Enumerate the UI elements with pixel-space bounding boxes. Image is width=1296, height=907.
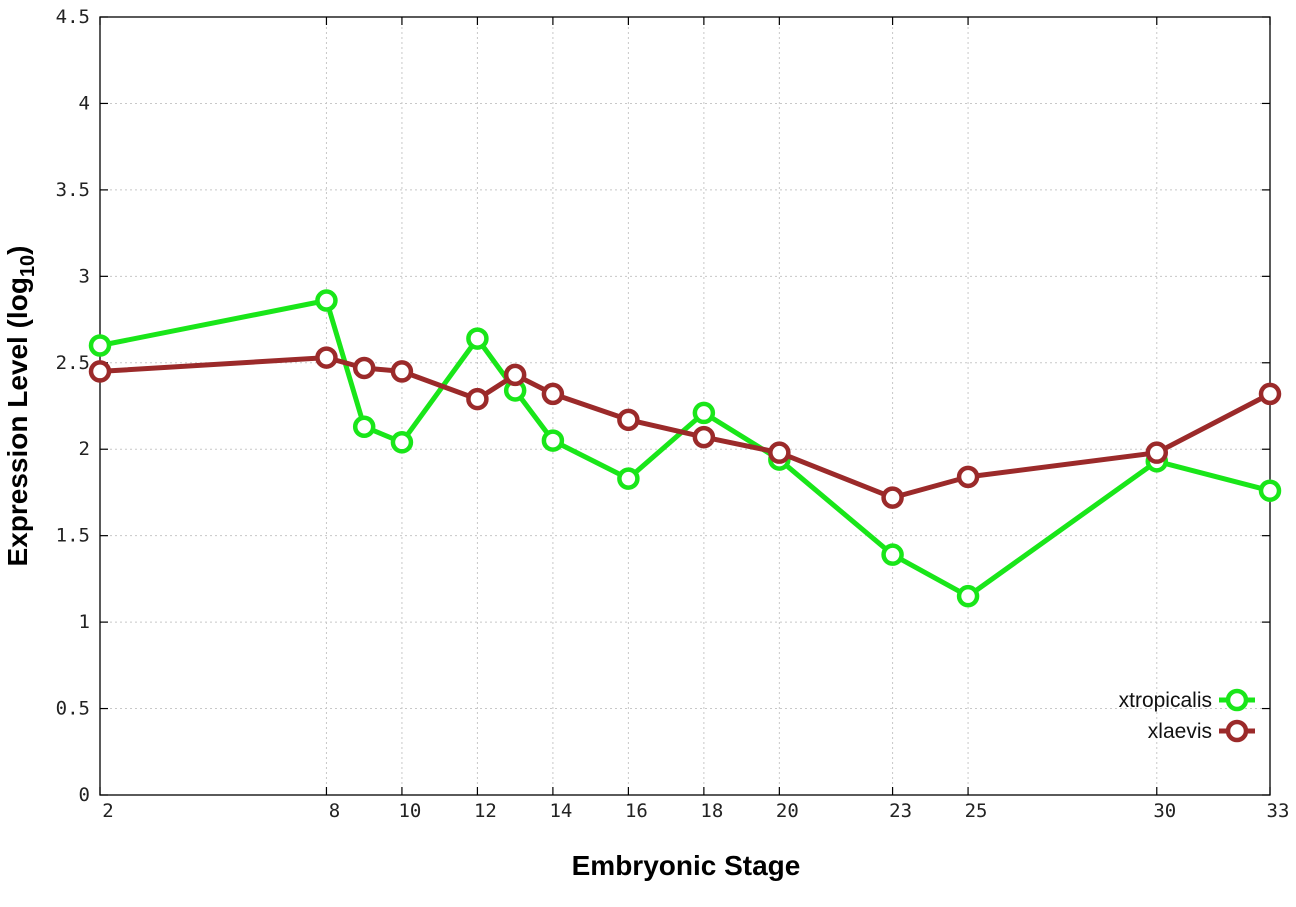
y-axis-title-main: Expression Level (log (2, 277, 33, 566)
point-xlaevis (692, 425, 716, 449)
point-xtropicalis (881, 543, 904, 566)
x-tick-label: 18 (700, 800, 723, 822)
point-xlaevis (1145, 441, 1169, 464)
series-group (88, 289, 1282, 608)
point-xlaevis (315, 346, 338, 369)
y-tick-label: 0 (79, 784, 90, 806)
y-tick-label: 3.5 (56, 179, 90, 201)
y-tick-label: 2 (79, 438, 90, 460)
point-xtropicalis (1258, 479, 1282, 502)
point-xtropicalis (466, 327, 489, 350)
point-xlaevis (352, 356, 376, 380)
y-tick-label: 3 (79, 265, 90, 287)
x-axis-title: Embryonic Stage (572, 850, 801, 881)
point-xlaevis (503, 363, 527, 387)
point-xtropicalis (352, 415, 376, 438)
y-tick-label: 4.5 (56, 6, 90, 28)
point-xlaevis (466, 387, 489, 411)
legend-marker-xtropicalis (1225, 688, 1249, 712)
point-xlaevis (1258, 382, 1282, 406)
point-xtropicalis (315, 289, 338, 312)
point-xtropicalis (541, 429, 565, 452)
axis-ticks: 0 0.5 1 1.5 2 2.5 3 3.5 4 4.5 2 8 10 12 14 16 18 20 23 25 30… (56, 6, 1290, 822)
point-xtropicalis (88, 334, 112, 357)
point-xtropicalis (617, 467, 640, 490)
legend-label-xtropicalis: xtropicalis (1119, 689, 1212, 712)
y-axis-title-subscript: 10 (17, 255, 39, 277)
point-xlaevis (956, 465, 980, 489)
x-tick-label: 25 (965, 800, 988, 822)
x-tick-label: 16 (625, 800, 648, 822)
x-tick-label: 12 (474, 800, 497, 822)
point-xlaevis (881, 486, 904, 509)
x-tick-label: 8 (329, 800, 340, 822)
point-xlaevis (88, 360, 112, 383)
series-line-xtropicalis (99, 298, 1271, 599)
x-tick-label: 23 (889, 800, 912, 822)
x-tick-label: 30 (1153, 800, 1176, 822)
legend-marker-xlaevis (1225, 719, 1249, 743)
point-xtropicalis (390, 431, 414, 454)
y-axis-title: Expression Level (log10) (2, 246, 39, 567)
point-xlaevis (768, 441, 791, 464)
x-tick-label: 14 (549, 800, 572, 822)
y-tick-label: 2.5 (56, 352, 90, 374)
point-xlaevis (617, 408, 640, 432)
y-tick-label: 1.5 (56, 525, 90, 547)
point-xlaevis (541, 382, 565, 406)
y-axis-title-close: ) (2, 246, 33, 255)
y-tick-label: 4 (79, 92, 90, 114)
y-tick-label: 0.5 (56, 698, 90, 720)
plot-frame (99, 16, 1271, 796)
point-xlaevis (390, 360, 414, 383)
x-tick-label: 20 (776, 800, 799, 822)
x-tick-label: 10 (398, 800, 421, 822)
x-tick-label: 2 (102, 800, 113, 822)
point-xtropicalis (956, 584, 980, 608)
y-tick-label: 1 (79, 611, 90, 633)
legend-label-xlaevis: xlaevis (1148, 720, 1212, 743)
legend: xtropicalis xlaevis (1119, 688, 1255, 743)
grid (100, 17, 1270, 795)
x-tick-label: 33 (1267, 800, 1290, 822)
point-xtropicalis (692, 401, 716, 425)
